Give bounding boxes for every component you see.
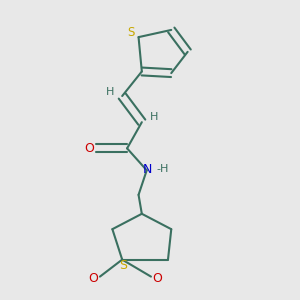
Text: S: S (128, 26, 135, 39)
Text: H: H (106, 87, 114, 97)
Text: N: N (142, 163, 152, 176)
Text: H: H (150, 112, 158, 122)
Text: -H: -H (156, 164, 169, 174)
Text: O: O (84, 142, 94, 155)
Text: O: O (88, 272, 98, 285)
Text: O: O (153, 272, 163, 285)
Text: S: S (119, 259, 127, 272)
